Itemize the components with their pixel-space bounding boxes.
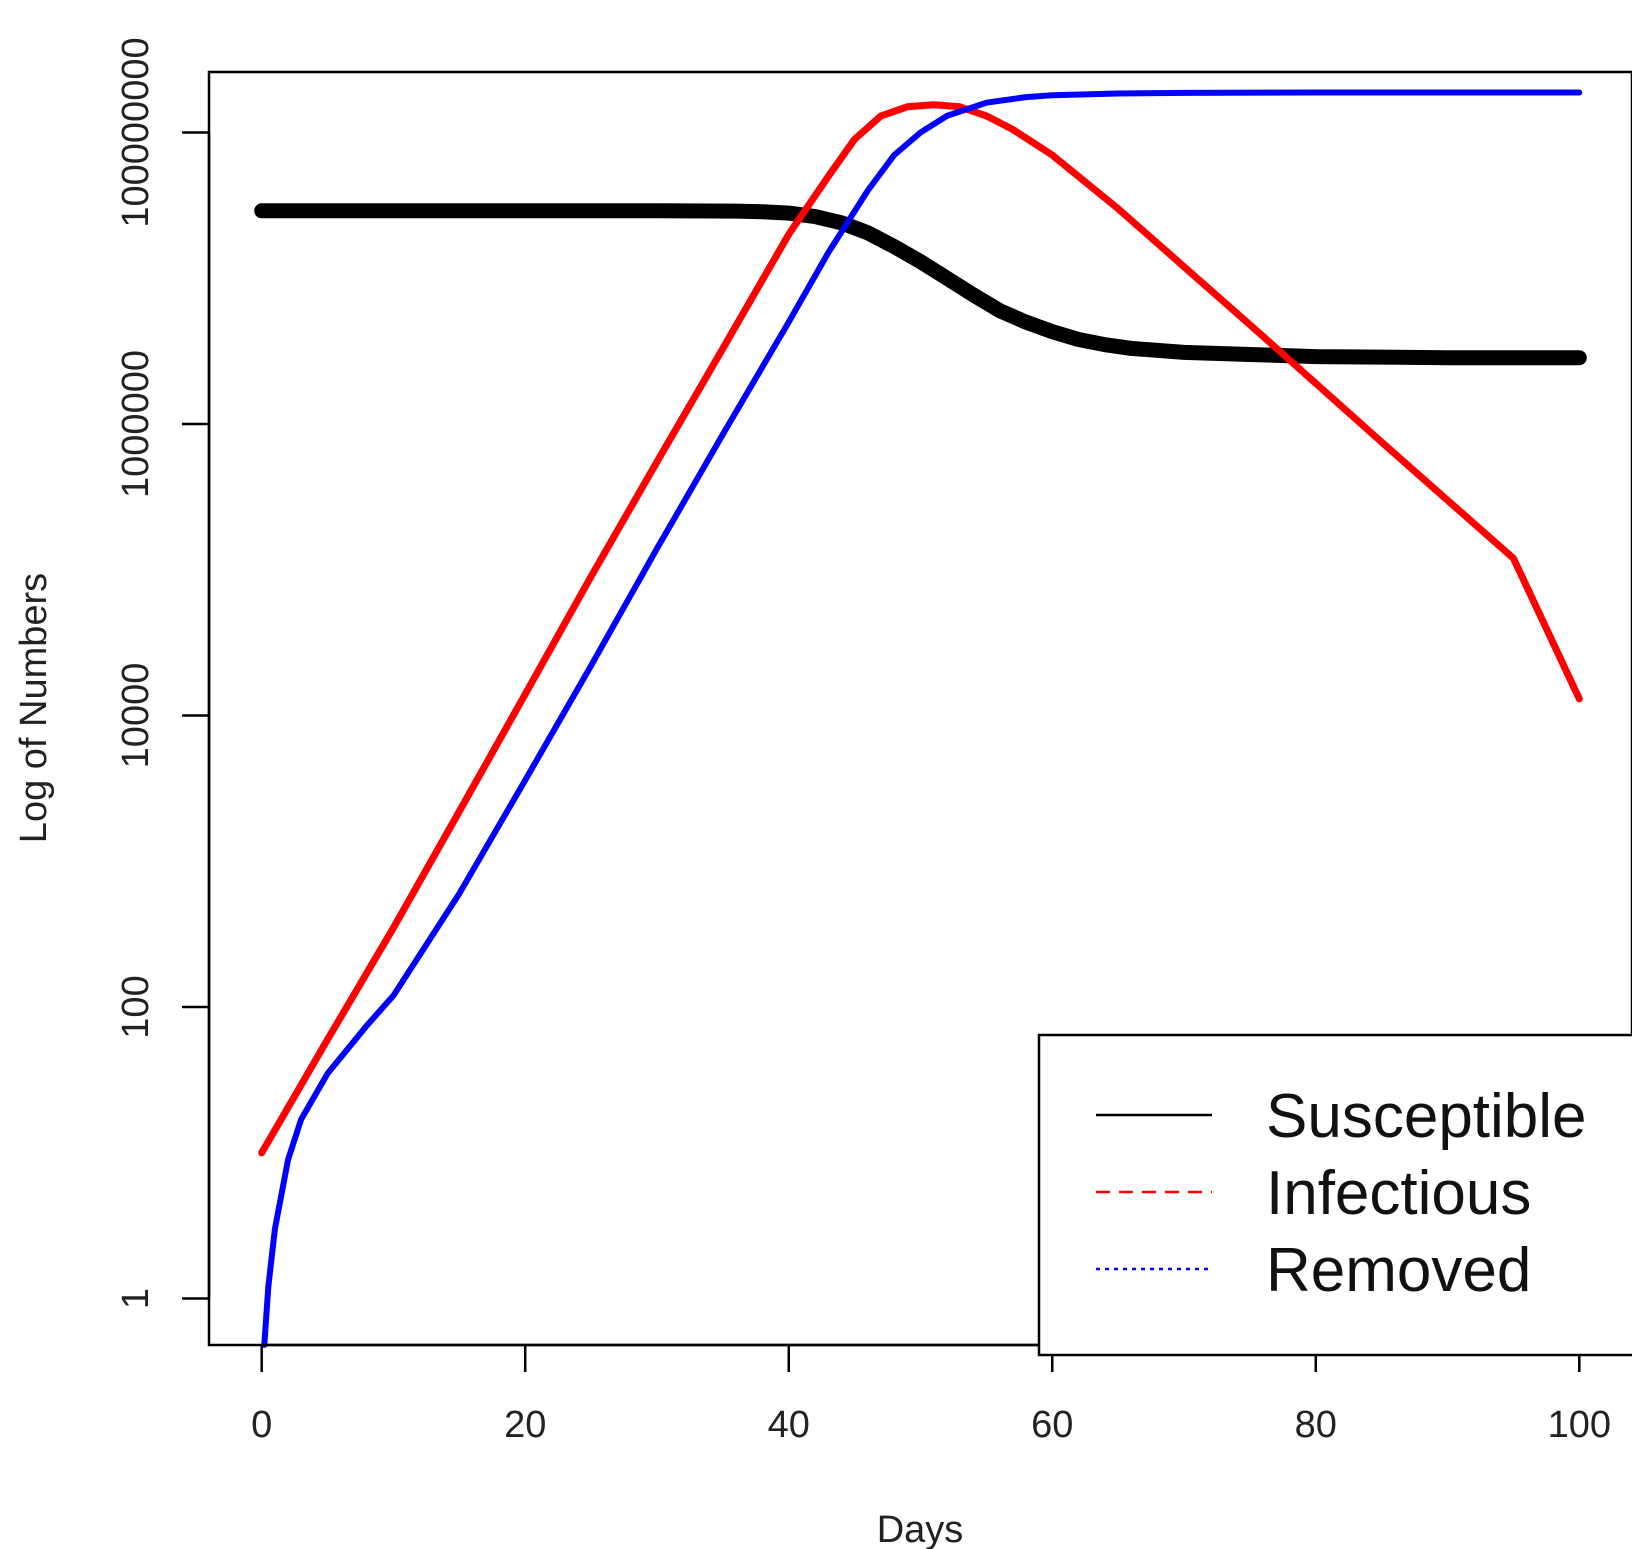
y-axis-title: Log of Numbers <box>13 573 55 843</box>
legend-label-removed: Removed <box>1266 1236 1531 1305</box>
legend-box <box>1037 1033 1632 1357</box>
legend-label-susceptible: Susceptible <box>1266 1082 1587 1151</box>
y-tick-label: 1 <box>115 1288 157 1309</box>
x-axis: 0 20 40 60 80 100 <box>251 1343 1611 1446</box>
x-tick-label: 80 <box>1295 1404 1337 1446</box>
x-tick-label: 100 <box>1548 1404 1611 1446</box>
x-tick-label: 40 <box>768 1404 810 1446</box>
series-line-removed <box>261 89 1583 1348</box>
y-tick-label: 100 <box>115 975 157 1038</box>
x-tick-label: 0 <box>251 1404 272 1446</box>
y-axis: 1 100 10000 1000000 100000000 <box>115 37 211 1309</box>
x-axis-title: Days <box>877 1509 964 1549</box>
y-tick-label: 10000 <box>115 663 157 769</box>
y-tick-label: 1000000 <box>115 350 157 498</box>
legend-label-infectious: Infectious <box>1266 1159 1531 1228</box>
legend: Susceptible Infectious Removed <box>1037 1033 1632 1357</box>
x-tick-label: 60 <box>1031 1404 1073 1446</box>
series-line-susceptible <box>254 203 1587 366</box>
series-layer <box>254 89 1587 1348</box>
x-tick-label: 20 <box>504 1404 546 1446</box>
series-line-infectious <box>258 101 1583 1157</box>
y-tick-label: 100000000 <box>115 37 157 227</box>
